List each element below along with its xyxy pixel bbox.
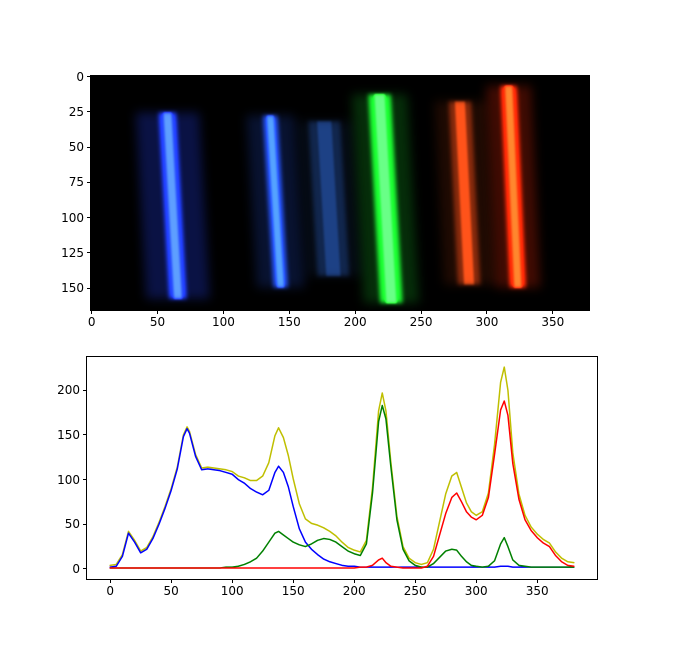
y-tick-label: 50 [68,140,84,155]
x-tick-label: 250 [403,584,427,598]
x-tick-mark [222,310,224,314]
x-tick-mark [353,579,355,583]
x-tick-label: 300 [475,315,499,329]
y-tick-label: 25 [68,104,84,119]
x-tick-mark [170,579,172,583]
x-tick-mark [414,579,416,583]
x-tick-label: 350 [541,315,565,329]
x-tick-label: 0 [106,584,114,598]
x-tick-label: 100 [211,315,235,329]
y-tick-mark [87,252,91,254]
x-tick-label: 300 [464,584,488,598]
y-tick-mark [83,434,87,436]
spectrum-photo-image [91,76,589,310]
y-tick-mark [83,568,87,570]
y-tick-mark [87,111,91,113]
y-tick-label: 200 [57,383,80,398]
spectrum-image-axes: 0 50 100 150 200 250 300 350 0 25 50 75 100 125 150 [61,71,590,328]
x-tick-label: 350 [525,584,549,598]
y-tick-label: 150 [57,427,80,442]
x-tick-mark [552,310,554,314]
y-tick-label: 100 [61,210,84,225]
x-tick-mark [536,579,538,583]
x-tick-label: 50 [163,584,179,598]
x-tick-mark [486,310,488,314]
y-tick-label: 100 [57,472,80,487]
x-tick-mark [91,310,93,314]
x-tick-mark [420,310,422,314]
x-tick-mark [109,579,111,583]
x-tick-label: 200 [342,584,366,598]
y-tick-label: 125 [61,245,84,260]
intensity-profile-plot [87,357,597,579]
y-tick-mark [87,217,91,219]
y-tick-mark [87,287,91,289]
x-tick-label: 50 [149,315,166,329]
y-tick-mark [83,389,87,391]
x-tick-label: 150 [281,584,305,598]
intensity-profile-axes: 0 50 100 150 200 250 300 350 0 50 100 150 200 [57,356,598,597]
x-tick-mark [288,310,290,314]
y-tick-label: 0 [76,69,84,84]
y-tick-mark [87,181,91,183]
y-tick-label: 150 [61,281,84,296]
x-tick-label: 150 [277,315,301,329]
x-tick-label: 0 [87,315,96,329]
x-tick-mark [157,310,159,314]
y-tick-label: 75 [68,175,84,190]
x-tick-mark [231,579,233,583]
x-tick-mark [475,579,477,583]
x-tick-label: 250 [409,315,433,329]
y-tick-mark [83,479,87,481]
y-tick-mark [83,523,87,525]
y-tick-label: 0 [72,561,80,576]
y-tick-mark [87,76,91,78]
x-tick-mark [292,579,294,583]
x-tick-label: 200 [343,315,367,329]
x-tick-label: 100 [220,584,244,598]
x-tick-mark [354,310,356,314]
y-tick-label: 50 [64,517,80,532]
y-tick-mark [87,146,91,148]
